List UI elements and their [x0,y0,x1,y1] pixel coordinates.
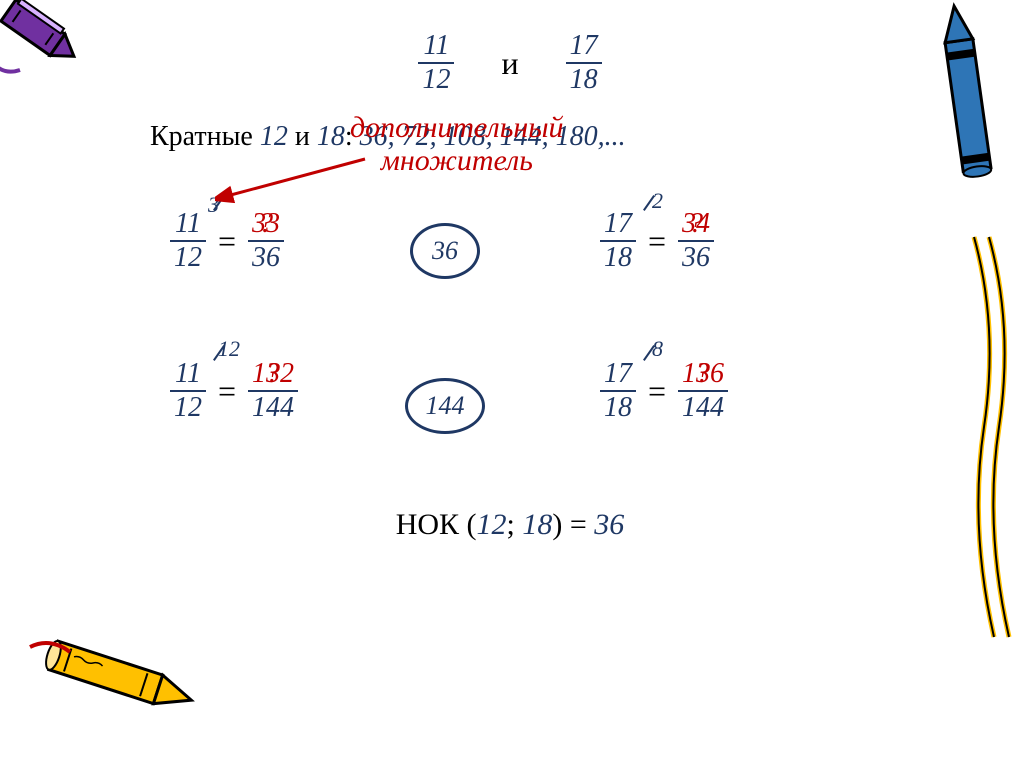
numerator: 34? [678,208,714,242]
equals: = [648,373,666,410]
lcm-value: 144 [426,391,465,421]
label-line: дополнительный [350,111,564,144]
equation-right: 17 18 8 = 136? 144 [600,358,728,424]
value: 18 [317,121,345,152]
lcm-oval: 36 [410,223,480,279]
fraction: 11 12 [170,208,206,274]
fraction: 17 18 [600,358,636,424]
numerator: 17 [600,208,636,242]
fraction: 17 18 [566,30,602,96]
text: и [288,121,317,152]
text: ) = [552,508,594,541]
question-mark: ? [259,208,273,240]
multiplier: 2 [652,188,663,214]
problem-fractions: 11 12 и 17 18 [150,30,870,96]
numerator: 11 [170,358,206,392]
lcm-result: НОК (12; 18) = 36 [150,508,870,542]
denominator: 36 [248,242,284,274]
crayon-icon [954,227,1024,647]
equals: = [218,373,236,410]
equals: = [648,223,666,260]
denominator: 18 [600,242,636,274]
denominator: 12 [170,242,206,274]
text: ( [467,508,477,541]
denominator: 18 [566,64,602,96]
multiplier: 12 [218,336,240,362]
additional-multiplier-label: дополнительный множитель [350,111,564,177]
text: ; [507,508,523,541]
question-mark: ? [266,358,280,390]
equation-left: 11 12 = 33? 36 [170,208,284,274]
equation-left: 11 12 12 = 132? 144 [170,358,298,424]
lcm-oval: 144 [405,378,485,434]
crayon-icon [0,0,100,90]
denominator: 12 [170,392,206,424]
question-mark: ? [689,208,703,240]
result-fraction: 136? 144 [678,358,728,424]
numerator: 17 [566,30,602,64]
numerator: 132? [248,358,298,392]
denominator: 18 [600,392,636,424]
equation-right: 17 18 2 = 34? 36 [600,208,714,274]
crayon-icon [20,617,220,737]
numerator: 11 [170,208,206,242]
numerator: 136? [678,358,728,392]
text: НОК [396,508,467,541]
denominator: 12 [418,64,454,96]
value: 12 [477,508,507,541]
denominator: 144 [678,392,728,424]
numerator: 17 [600,358,636,392]
multiplier: 8 [652,336,663,362]
numerator: 11 [418,30,454,64]
question-mark: ? [696,358,710,390]
denominator: 144 [248,392,298,424]
label-line: множитель [381,144,533,177]
value: 18 [522,508,552,541]
lcm-value: 36 [432,236,458,266]
fraction: 11 12 [170,358,206,424]
text: Кратные [150,121,260,152]
and-label: и [501,45,518,82]
result-fraction: 33? 36 [248,208,284,274]
value: 12 [260,121,288,152]
equation-row: 11 12 12 = 132? 144 144 17 18 8 = 136? [150,338,870,468]
result-fraction: 34? 36 [678,208,714,274]
fraction: 17 18 [600,208,636,274]
multiples-text: дополнительный множитель Кратные 12 и 18… [150,116,870,158]
denominator: 36 [678,242,714,274]
result-value: 36 [594,508,624,541]
result-fraction: 132? 144 [248,358,298,424]
numerator: 33? [248,208,284,242]
crayon-icon [924,0,1014,220]
fraction: 11 12 [418,30,454,96]
equals: = [218,223,236,260]
